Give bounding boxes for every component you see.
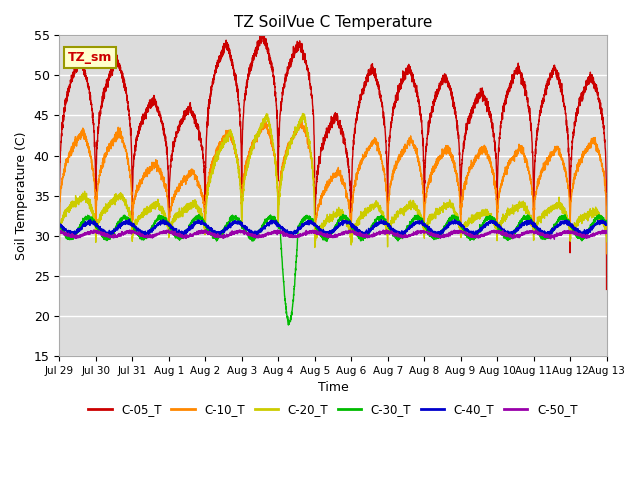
Line: C-20_T: C-20_T: [60, 114, 607, 247]
C-40_T: [456, 221, 463, 227]
C-05_T: [56, 293, 63, 299]
C-30_T: [602, 220, 610, 226]
C-40_T: [426, 226, 433, 232]
C-20_T: [426, 217, 433, 223]
C-50_T: [456, 228, 463, 234]
C-30_T: [603, 220, 611, 226]
C-10_T: [487, 158, 495, 164]
C-10_T: [456, 193, 463, 199]
C-10_T: [602, 195, 610, 201]
C-05_T: [603, 287, 611, 292]
C-10_T: [56, 250, 63, 255]
C-40_T: [125, 216, 133, 222]
C-30_T: [456, 218, 463, 224]
Text: TZ_sm: TZ_sm: [67, 51, 112, 64]
C-10_T: [603, 251, 611, 257]
C-40_T: [603, 222, 611, 228]
Line: C-50_T: C-50_T: [60, 230, 607, 239]
C-40_T: [313, 223, 321, 229]
C-50_T: [313, 231, 321, 237]
Line: C-40_T: C-40_T: [60, 219, 607, 236]
Title: TZ SoilVue C Temperature: TZ SoilVue C Temperature: [234, 15, 432, 30]
C-50_T: [202, 227, 209, 233]
C-40_T: [56, 222, 63, 228]
C-20_T: [602, 231, 610, 237]
C-40_T: [154, 221, 162, 227]
C-30_T: [154, 217, 161, 223]
C-05_T: [487, 110, 495, 116]
C-30_T: [339, 212, 347, 217]
C-10_T: [313, 214, 321, 220]
C-30_T: [285, 322, 292, 328]
C-40_T: [487, 218, 495, 224]
C-30_T: [313, 226, 321, 232]
C-05_T: [259, 25, 267, 31]
C-20_T: [487, 211, 495, 216]
C-20_T: [313, 232, 321, 238]
C-20_T: [603, 239, 611, 245]
C-30_T: [56, 222, 63, 228]
C-20_T: [311, 244, 319, 250]
X-axis label: Time: Time: [317, 381, 348, 394]
C-30_T: [426, 233, 433, 239]
C-50_T: [603, 228, 611, 233]
C-10_T: [154, 163, 161, 168]
C-50_T: [487, 228, 495, 234]
C-30_T: [487, 216, 495, 222]
C-05_T: [426, 118, 433, 123]
C-05_T: [313, 179, 321, 185]
C-50_T: [426, 230, 433, 236]
Line: C-30_T: C-30_T: [60, 215, 607, 325]
C-05_T: [456, 150, 463, 156]
C-20_T: [299, 111, 307, 117]
C-20_T: [456, 223, 463, 228]
Y-axis label: Soil Temperature (C): Soil Temperature (C): [15, 132, 28, 260]
C-50_T: [602, 229, 610, 235]
C-05_T: [154, 105, 161, 111]
C-20_T: [154, 204, 161, 209]
C-40_T: [70, 233, 78, 239]
C-50_T: [550, 236, 558, 242]
Line: C-05_T: C-05_T: [60, 28, 607, 296]
C-20_T: [56, 242, 63, 248]
C-10_T: [298, 118, 305, 123]
C-40_T: [602, 222, 610, 228]
C-10_T: [426, 176, 433, 181]
C-50_T: [56, 229, 63, 235]
Legend: C-05_T, C-10_T, C-20_T, C-30_T, C-40_T, C-50_T: C-05_T, C-10_T, C-20_T, C-30_T, C-40_T, …: [84, 398, 582, 420]
C-05_T: [602, 162, 610, 168]
Line: C-10_T: C-10_T: [60, 120, 607, 254]
C-50_T: [154, 232, 161, 238]
